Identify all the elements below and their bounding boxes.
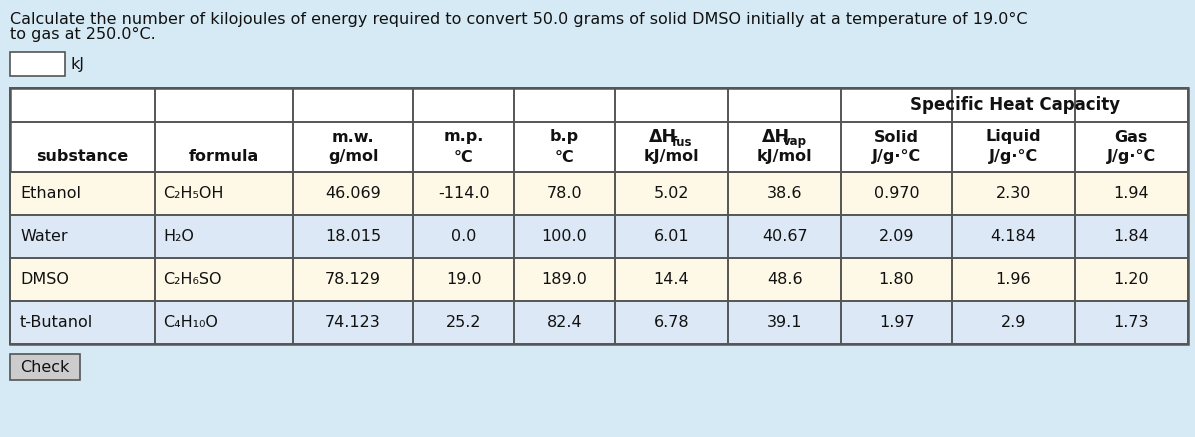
Text: fus: fus xyxy=(672,135,692,149)
Text: 1.84: 1.84 xyxy=(1114,229,1150,244)
Text: 1.97: 1.97 xyxy=(878,315,914,330)
Text: vap: vap xyxy=(783,135,807,149)
Text: Gas: Gas xyxy=(1115,129,1148,145)
Text: J/g·°C: J/g·°C xyxy=(872,149,921,164)
Text: t-Butanol: t-Butanol xyxy=(20,315,93,330)
Text: C₄H₁₀O: C₄H₁₀O xyxy=(163,315,217,330)
Text: 25.2: 25.2 xyxy=(446,315,482,330)
Text: 78.0: 78.0 xyxy=(547,186,582,201)
Text: b.p: b.p xyxy=(550,129,580,145)
Text: °C: °C xyxy=(454,149,473,164)
Bar xyxy=(10,354,80,380)
Text: J/g·°C: J/g·°C xyxy=(1107,149,1156,164)
Text: 0.970: 0.970 xyxy=(874,186,919,201)
Text: 5.02: 5.02 xyxy=(654,186,690,201)
Text: 19.0: 19.0 xyxy=(446,272,482,287)
Text: 46.069: 46.069 xyxy=(325,186,381,201)
Text: 2.9: 2.9 xyxy=(1000,315,1027,330)
Text: 18.015: 18.015 xyxy=(325,229,381,244)
Bar xyxy=(10,88,1188,344)
Text: -114.0: -114.0 xyxy=(437,186,490,201)
Text: 1.96: 1.96 xyxy=(995,272,1031,287)
Text: C₂H₅OH: C₂H₅OH xyxy=(163,186,223,201)
Text: 100.0: 100.0 xyxy=(541,229,588,244)
Text: g/mol: g/mol xyxy=(327,149,379,164)
Text: to gas at 250.0°C.: to gas at 250.0°C. xyxy=(10,27,155,42)
Text: DMSO: DMSO xyxy=(20,272,69,287)
Text: J/g·°C: J/g·°C xyxy=(988,149,1038,164)
Text: H₂O: H₂O xyxy=(163,229,194,244)
Text: m.p.: m.p. xyxy=(443,129,484,145)
Text: kJ/mol: kJ/mol xyxy=(644,149,699,164)
Text: 2.30: 2.30 xyxy=(995,186,1031,201)
Text: ΔH: ΔH xyxy=(649,128,676,146)
Text: 14.4: 14.4 xyxy=(654,272,690,287)
Text: 74.123: 74.123 xyxy=(325,315,381,330)
Text: 78.129: 78.129 xyxy=(325,272,381,287)
Text: Liquid: Liquid xyxy=(986,129,1041,145)
Text: formula: formula xyxy=(189,149,259,164)
Text: Ethanol: Ethanol xyxy=(20,186,81,201)
Text: kJ: kJ xyxy=(71,56,85,72)
Text: kJ/mol: kJ/mol xyxy=(756,149,813,164)
Text: 40.67: 40.67 xyxy=(762,229,808,244)
Text: Water: Water xyxy=(20,229,68,244)
Text: Calculate the number of kilojoules of energy required to convert 50.0 grams of s: Calculate the number of kilojoules of en… xyxy=(10,12,1028,27)
Text: 6.01: 6.01 xyxy=(654,229,690,244)
Bar xyxy=(11,173,1187,215)
Bar xyxy=(10,52,65,76)
Text: substance: substance xyxy=(36,149,129,164)
Text: Specific Heat Capacity: Specific Heat Capacity xyxy=(909,96,1120,114)
Text: 2.09: 2.09 xyxy=(878,229,914,244)
Text: 39.1: 39.1 xyxy=(767,315,802,330)
Text: 1.20: 1.20 xyxy=(1114,272,1150,287)
Text: 189.0: 189.0 xyxy=(541,272,588,287)
Text: 4.184: 4.184 xyxy=(991,229,1036,244)
Text: C₂H₆SO: C₂H₆SO xyxy=(163,272,221,287)
Text: 1.73: 1.73 xyxy=(1114,315,1150,330)
Text: m.w.: m.w. xyxy=(332,129,374,145)
Text: 1.94: 1.94 xyxy=(1114,186,1150,201)
Text: ΔH: ΔH xyxy=(761,128,790,146)
Text: 6.78: 6.78 xyxy=(654,315,690,330)
Text: 48.6: 48.6 xyxy=(767,272,803,287)
Bar xyxy=(11,215,1187,257)
Bar xyxy=(11,259,1187,301)
Text: Check: Check xyxy=(20,360,69,375)
Text: Solid: Solid xyxy=(874,129,919,145)
Text: °C: °C xyxy=(554,149,575,164)
Bar xyxy=(11,302,1187,343)
Text: 1.80: 1.80 xyxy=(878,272,914,287)
Text: 0.0: 0.0 xyxy=(451,229,477,244)
Text: 38.6: 38.6 xyxy=(767,186,802,201)
Text: 82.4: 82.4 xyxy=(547,315,582,330)
